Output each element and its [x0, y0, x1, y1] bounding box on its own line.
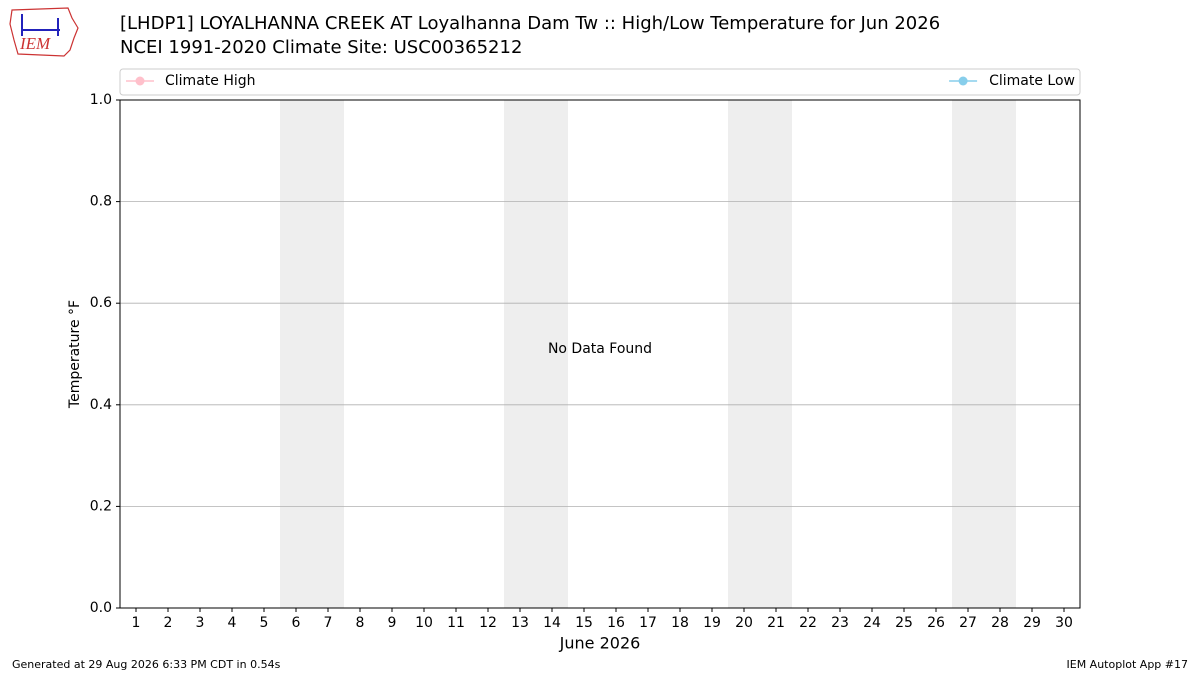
y-tick-label: 0.8 [90, 194, 112, 210]
logo: IEM [9, 7, 79, 57]
x-tick-label: 20 [735, 615, 753, 631]
x-tick-label: 18 [671, 615, 689, 631]
x-tick-label: 10 [415, 615, 433, 631]
x-tick-label: 9 [388, 615, 397, 631]
x-tick-label: 2 [164, 615, 173, 631]
y-tick-label: 0.2 [90, 498, 112, 514]
x-tick-label: 3 [196, 615, 205, 631]
x-tick-label: 16 [607, 615, 625, 631]
x-tick-label: 6 [292, 615, 301, 631]
weekend-shade [312, 100, 344, 608]
x-tick-label: 4 [228, 615, 237, 631]
weekend-shade [504, 100, 536, 608]
logo-text: IEM [19, 34, 51, 53]
x-tick-label: 23 [831, 615, 849, 631]
legend-box [119, 68, 1081, 96]
x-tick-label: 7 [324, 615, 333, 631]
y-tick-label: 0.4 [90, 397, 112, 413]
x-tick-label: 29 [1023, 615, 1041, 631]
x-tick-label: 30 [1055, 615, 1073, 631]
x-tick-label: 21 [767, 615, 785, 631]
footer-right: IEM Autoplot App #17 [1067, 658, 1189, 671]
x-tick-label: 12 [479, 615, 497, 631]
logo-outline [9, 7, 79, 57]
weekend-shade [952, 100, 984, 608]
x-tick-label: 8 [356, 615, 365, 631]
weekend-shade [536, 100, 568, 608]
x-tick-label: 27 [959, 615, 977, 631]
chart-subtitle: NCEI 1991-2020 Climate Site: USC00365212 [120, 37, 522, 58]
x-tick-label: 14 [543, 615, 561, 631]
weekend-shade [760, 100, 792, 608]
y-tick-label: 0.6 [90, 295, 112, 311]
x-tick-label: 13 [511, 615, 529, 631]
y-tick-label: 0.0 [90, 600, 112, 616]
x-tick-label: 28 [991, 615, 1009, 631]
x-tick-label: 25 [895, 615, 913, 631]
annotation: No Data Found [548, 341, 652, 357]
legend-marker [958, 76, 968, 86]
x-tick-label: 17 [639, 615, 657, 631]
x-axis-label: June 2026 [559, 634, 641, 653]
x-tick-label: 24 [863, 615, 881, 631]
chart-title: [LHDP1] LOYALHANNA CREEK AT Loyalhanna D… [120, 13, 940, 34]
y-axis-label: Temperature °F [67, 300, 83, 409]
y-tick-label: 1.0 [90, 92, 112, 108]
x-tick-label: 22 [799, 615, 817, 631]
plot-frame [119, 99, 1081, 609]
x-tick-label: 5 [260, 615, 269, 631]
x-tick-label: 11 [447, 615, 465, 631]
legend-label: Climate Low [989, 73, 1075, 89]
x-tick-label: 19 [703, 615, 721, 631]
weekend-shade [728, 100, 760, 608]
footer-left: Generated at 29 Aug 2026 6:33 PM CDT in … [12, 658, 281, 671]
legend-marker [135, 76, 145, 86]
weekend-shade [984, 100, 1016, 608]
legend-label: Climate High [165, 73, 256, 89]
x-tick-label: 1 [132, 615, 141, 631]
weekend-shade [280, 100, 312, 608]
x-tick-label: 15 [575, 615, 593, 631]
x-tick-label: 26 [927, 615, 945, 631]
